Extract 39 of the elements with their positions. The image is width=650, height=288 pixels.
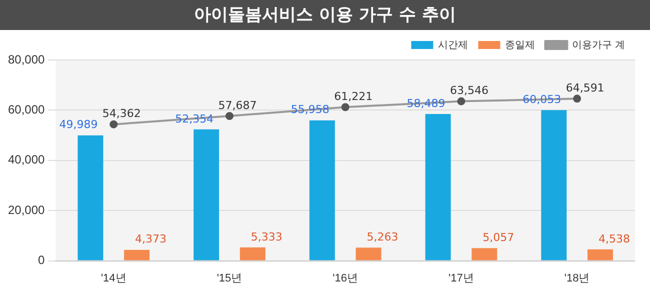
data-label: 64,591 xyxy=(566,82,604,95)
bar xyxy=(541,110,567,260)
x-tick-label: '17년 xyxy=(448,272,474,284)
data-label: 5,333 xyxy=(250,230,282,244)
data-label: 60,053 xyxy=(522,92,562,106)
bar xyxy=(587,249,613,260)
data-label: 5,057 xyxy=(482,230,514,244)
data-label: 58,489 xyxy=(406,96,446,110)
data-label: 63,546 xyxy=(450,84,488,98)
data-label: 4,538 xyxy=(598,232,630,246)
data-label: 4,373 xyxy=(135,232,167,246)
bar xyxy=(309,120,335,260)
bar xyxy=(194,129,220,260)
bar xyxy=(472,248,498,260)
data-label: 5,263 xyxy=(366,230,398,244)
y-tick-label: 80,000 xyxy=(8,52,46,66)
x-tick-label: '18년 xyxy=(564,272,590,284)
x-tick-label: '14년 xyxy=(100,272,126,284)
data-label: 49,989 xyxy=(59,118,98,132)
data-label: 54,362 xyxy=(102,107,141,120)
bar xyxy=(356,248,382,260)
data-label: 52,354 xyxy=(175,112,214,126)
bar xyxy=(78,135,104,260)
y-tick-label: 20,000 xyxy=(8,202,46,217)
legend-label: 시간제 xyxy=(438,40,468,51)
y-tick-label: 0 xyxy=(38,253,46,268)
data-label: 61,221 xyxy=(334,90,373,103)
data-label: 55,958 xyxy=(290,103,330,116)
bar xyxy=(425,114,451,260)
chart-title: 아이돌봄서비스 이용 가구 수 추이 xyxy=(0,0,650,30)
x-tick-label: '16년 xyxy=(332,272,358,284)
y-tick-label: 40,000 xyxy=(8,152,46,167)
legend-label: 종일제 xyxy=(505,40,536,51)
x-tick-label: '15년 xyxy=(216,272,242,284)
data-label: 57,687 xyxy=(218,98,257,112)
bar xyxy=(240,247,266,260)
y-tick-label: 60,000 xyxy=(8,102,46,117)
bar xyxy=(124,250,150,260)
legend-label: 이용가구 계 xyxy=(572,40,626,51)
